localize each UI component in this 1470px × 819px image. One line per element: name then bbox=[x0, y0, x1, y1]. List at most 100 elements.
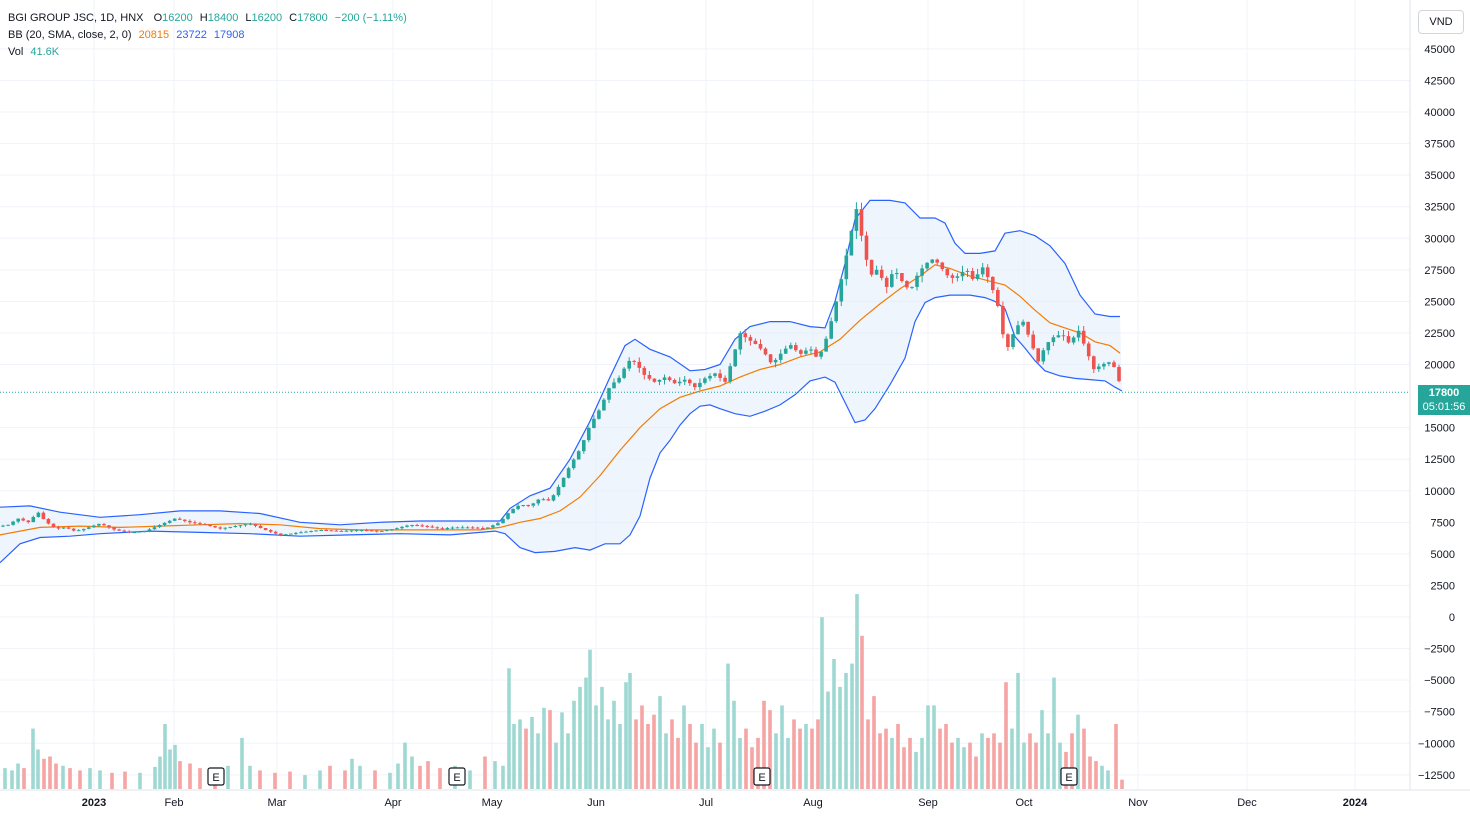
volume-bar bbox=[328, 765, 332, 789]
candle-body bbox=[1097, 366, 1101, 370]
candle-body bbox=[137, 531, 142, 533]
y-tick-label: 37500 bbox=[1424, 139, 1455, 151]
volume-bar bbox=[1004, 682, 1008, 789]
candle-body bbox=[960, 271, 965, 277]
volume-bar bbox=[932, 705, 936, 789]
candle-body bbox=[354, 530, 359, 532]
y-tick-label: −5000 bbox=[1424, 675, 1455, 687]
y-tick-label: 42500 bbox=[1424, 75, 1455, 87]
earnings-marker[interactable]: E bbox=[753, 767, 771, 786]
earnings-marker[interactable]: E bbox=[1060, 767, 1078, 786]
candle-body bbox=[319, 530, 323, 531]
candle-body bbox=[66, 527, 71, 529]
candle-body bbox=[374, 530, 379, 532]
earnings-marker-box bbox=[448, 767, 466, 786]
candle-body bbox=[415, 525, 419, 526]
volume-bar bbox=[658, 696, 662, 789]
candle-body bbox=[61, 527, 66, 529]
volume-bar bbox=[48, 756, 52, 789]
volume-bar bbox=[844, 672, 848, 789]
candle-body bbox=[516, 505, 520, 509]
candle-body bbox=[258, 525, 263, 528]
volume-bar bbox=[1076, 714, 1080, 789]
volume-bar bbox=[804, 724, 808, 789]
earnings-marker[interactable]: E bbox=[448, 767, 466, 786]
legend-vol-value: 41.6K bbox=[30, 46, 60, 58]
candle-body bbox=[41, 512, 46, 520]
volume-bar bbox=[240, 737, 244, 789]
candle-body bbox=[324, 530, 328, 531]
volume-bar bbox=[1040, 710, 1044, 789]
candle-body bbox=[693, 383, 697, 388]
volume-bar bbox=[153, 766, 157, 789]
last-price-tag: 17800 05:01:56 bbox=[1418, 385, 1470, 415]
legend-bb-row: BB (20, SMA, close, 2, 0) 20815 23722 17… bbox=[8, 27, 407, 44]
volume-bar bbox=[688, 724, 692, 789]
y-tick-label: 40000 bbox=[1424, 107, 1455, 119]
candle-body bbox=[778, 353, 783, 360]
candle-body bbox=[758, 344, 763, 349]
candle-body bbox=[273, 531, 278, 534]
volume-bar bbox=[618, 724, 622, 789]
candle-body bbox=[1086, 343, 1091, 357]
legend-high-value: 18400 bbox=[207, 12, 239, 24]
candle-body bbox=[475, 527, 480, 529]
candle-body bbox=[1056, 335, 1061, 338]
candle-body bbox=[6, 524, 10, 526]
candle-body bbox=[102, 523, 106, 526]
bb-upper-line bbox=[0, 199, 1120, 526]
volume-bar bbox=[816, 719, 820, 789]
legend-close-value: 17800 bbox=[297, 12, 328, 24]
x-tick-label: Mar bbox=[268, 797, 287, 809]
volume-bar bbox=[61, 765, 65, 789]
candle-body bbox=[380, 530, 384, 532]
candle-body bbox=[339, 530, 344, 532]
volume-bar bbox=[1120, 779, 1124, 789]
legend-bb-label[interactable]: BB (20, SMA, close, 2, 0) bbox=[8, 29, 132, 41]
volume-bar bbox=[566, 733, 570, 789]
candle-body bbox=[390, 529, 394, 531]
volume-bar bbox=[744, 728, 748, 789]
candle-body bbox=[309, 531, 313, 532]
candle-body bbox=[460, 527, 465, 529]
volume-bar bbox=[343, 770, 347, 789]
earnings-marker[interactable]: E bbox=[207, 767, 225, 786]
volume-bar bbox=[694, 742, 698, 789]
candle-body bbox=[132, 532, 137, 534]
candle-body bbox=[804, 350, 808, 354]
candle-body bbox=[455, 527, 460, 529]
candle-body bbox=[71, 528, 76, 531]
candle-body bbox=[16, 518, 20, 522]
candle-body bbox=[127, 531, 131, 533]
candle-body bbox=[890, 274, 894, 287]
candle-body bbox=[304, 531, 308, 533]
candle-body bbox=[1011, 334, 1015, 347]
currency-selector[interactable]: VND bbox=[1418, 10, 1464, 34]
candle-body bbox=[506, 513, 510, 519]
volume-bar bbox=[572, 700, 576, 789]
candle-body bbox=[183, 519, 187, 521]
legend-low-value: 16200 bbox=[251, 12, 283, 24]
candle-body bbox=[1006, 334, 1010, 347]
volume-bar bbox=[968, 742, 972, 789]
candle-body bbox=[723, 377, 727, 382]
candle-body bbox=[430, 526, 435, 528]
legend-vol-label[interactable]: Vol bbox=[8, 46, 24, 58]
volume-bar bbox=[1114, 724, 1118, 789]
legend-symbol[interactable]: BGI GROUP JSC, 1D, HNX bbox=[8, 12, 144, 24]
candle-body bbox=[738, 333, 743, 350]
candle-body bbox=[844, 255, 849, 280]
candle-body bbox=[178, 518, 182, 520]
volume-bar bbox=[68, 768, 72, 789]
candle-body bbox=[1001, 306, 1005, 335]
candle-body bbox=[950, 275, 955, 278]
candle-body bbox=[748, 337, 753, 341]
last-price-value: 17800 bbox=[1428, 387, 1460, 399]
volume-bar bbox=[303, 775, 307, 789]
x-tick-label: Apr bbox=[384, 797, 401, 809]
candle-body bbox=[582, 440, 586, 452]
candle-body bbox=[718, 373, 722, 378]
volume-bar bbox=[1046, 733, 1050, 789]
legend-o-label: O bbox=[153, 12, 163, 24]
